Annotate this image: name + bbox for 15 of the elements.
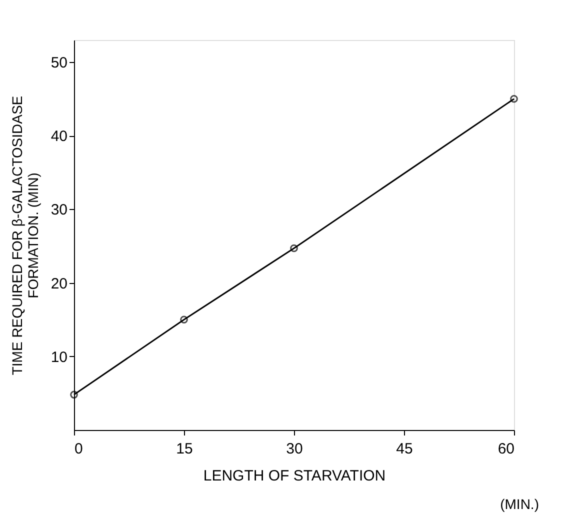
x-tick-label: 45	[396, 440, 413, 458]
x-tick-label: 0	[74, 440, 83, 458]
point	[180, 316, 188, 324]
y-tick-label: 50	[50, 54, 68, 72]
x-tick-label: 15	[176, 440, 193, 458]
y-axis-title: TIME REQUIRED FOR β-GALACTOSIDASE FORMATION. (MIN)	[8, 96, 41, 376]
x-axis-title: LENGTH OF STARVATION	[203, 468, 386, 484]
y-tick-label: 20	[50, 275, 68, 292]
x-tick-label: 30	[286, 440, 303, 458]
x-tick-label: 60	[498, 440, 514, 458]
y-tick-label: 40	[50, 128, 68, 146]
y-tick-label: 30	[50, 202, 68, 219]
y-tick-label: 10	[50, 348, 68, 366]
point	[290, 244, 298, 252]
text: (MIN.)	[500, 496, 539, 512]
